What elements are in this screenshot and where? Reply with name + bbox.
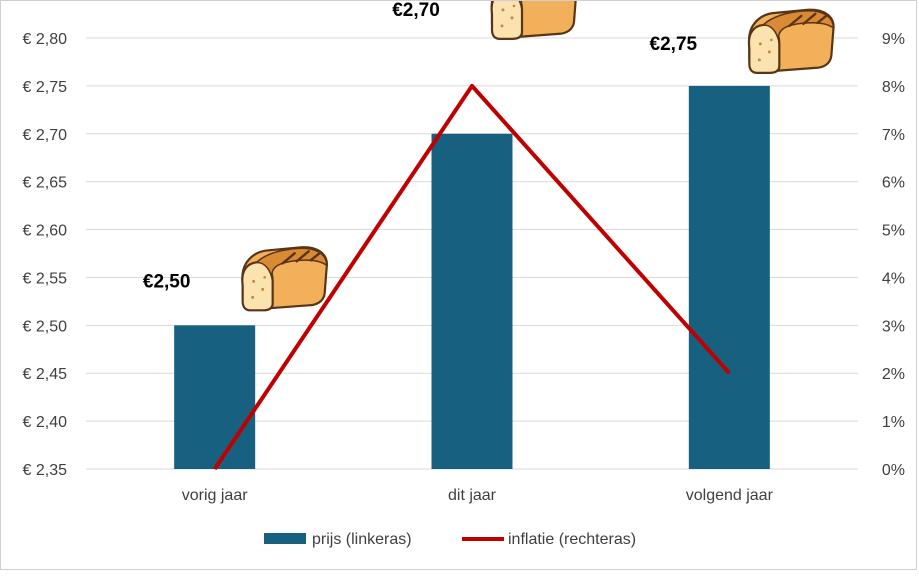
- price-bar: [688, 85, 770, 469]
- bread-loaf-icon: [747, 8, 835, 75]
- left-axis-tick-label: € 2,45: [23, 366, 68, 383]
- right-axis-tick-label: 0%: [882, 462, 905, 479]
- right-axis-tick-label: 2%: [882, 366, 905, 383]
- price-data-label: €2,75: [650, 34, 698, 55]
- legend: prijs (linkeras) inflatie (rechteras): [264, 531, 636, 548]
- left-axis-tick-label: € 2,60: [23, 223, 68, 240]
- data-labels: €2,50 €2,70 €2,75: [143, 0, 835, 312]
- legend-label-price: prijs (linkeras): [312, 531, 412, 548]
- left-axis-tick-label: € 2,65: [23, 175, 68, 192]
- left-axis-tick-label: € 2,75: [23, 79, 68, 96]
- right-axis-tick-label: 5%: [882, 223, 905, 240]
- inflation-line-layer: [213, 83, 731, 471]
- right-axis-tick-label: 8%: [882, 79, 905, 96]
- price-data-label: €2,50: [143, 271, 191, 292]
- bread-loaf-icon: [241, 246, 329, 312]
- left-axis-tick-label: € 2,40: [23, 414, 68, 431]
- right-axis-tick-label: 6%: [882, 175, 905, 192]
- category-label: volgend jaar: [686, 487, 774, 504]
- right-axis-tick-label: 1%: [882, 414, 905, 431]
- price-data-label: €2,70: [392, 1, 440, 21]
- combo-chart: € 2,35 € 2,40 € 2,45 € 2,50 € 2,55 € 2,60 € 2,…: [23, 0, 905, 548]
- right-axis-tick-label: 9%: [882, 31, 905, 48]
- price-bar: [431, 133, 513, 469]
- axes: € 2,35 € 2,40 € 2,45 € 2,50 € 2,55 € 2,60 € 2,…: [23, 31, 905, 504]
- inflation-line: [213, 83, 731, 471]
- right-axis-tick-label: 7%: [882, 127, 905, 144]
- right-axis-tick-label: 3%: [882, 318, 905, 335]
- left-axis-tick-label: € 2,55: [23, 270, 68, 287]
- bread-loaf-icon: [490, 0, 578, 41]
- category-label: vorig jaar: [182, 487, 248, 504]
- right-axis-tick-label: 4%: [882, 270, 905, 287]
- left-axis-tick-label: € 2,80: [23, 31, 68, 48]
- category-label: dit jaar: [448, 487, 497, 504]
- price-bar: [174, 325, 256, 469]
- legend-swatch-bar: [264, 533, 306, 544]
- left-axis-tick-label: € 2,35: [23, 462, 68, 479]
- price-bars: [174, 85, 770, 469]
- left-axis-tick-label: € 2,50: [23, 318, 68, 335]
- left-axis-tick-label: € 2,70: [23, 127, 68, 144]
- chart-frame: € 2,35 € 2,40 € 2,45 € 2,50 € 2,55 € 2,60 € 2,…: [0, 0, 917, 570]
- legend-label-inflation: inflatie (rechteras): [508, 531, 636, 548]
